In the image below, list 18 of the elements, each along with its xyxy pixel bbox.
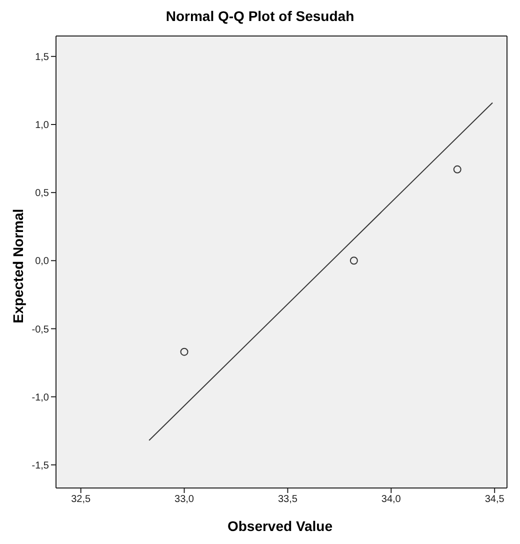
x-tick-label: 34,0 [381, 494, 402, 506]
point [453, 165, 462, 174]
x-tick-label: 34,5 [484, 494, 505, 506]
y-tick-label: 1,0 [35, 120, 50, 132]
y-tick-label: -1,0 [32, 392, 50, 404]
y-axis-title: Expected Normal [10, 208, 26, 326]
y-tick-label: -1,5 [32, 460, 50, 472]
x-axis-title: Observed Value [226, 518, 334, 534]
x-tick-label: 32,5 [71, 494, 91, 506]
y-tick-label: 1,5 [35, 52, 50, 63]
point [350, 256, 358, 265]
y-tick-label: 0,5 [35, 188, 50, 200]
chart-title: Normal Q-Q Plot of Sesudah [164, 8, 356, 24]
x-tick-label: 33,5 [278, 494, 298, 506]
y-tick-label: -0,5 [32, 324, 50, 336]
x-tick-label: 33,0 [174, 494, 194, 506]
point [180, 348, 188, 356]
y-tick-label: 0,0 [35, 256, 50, 268]
